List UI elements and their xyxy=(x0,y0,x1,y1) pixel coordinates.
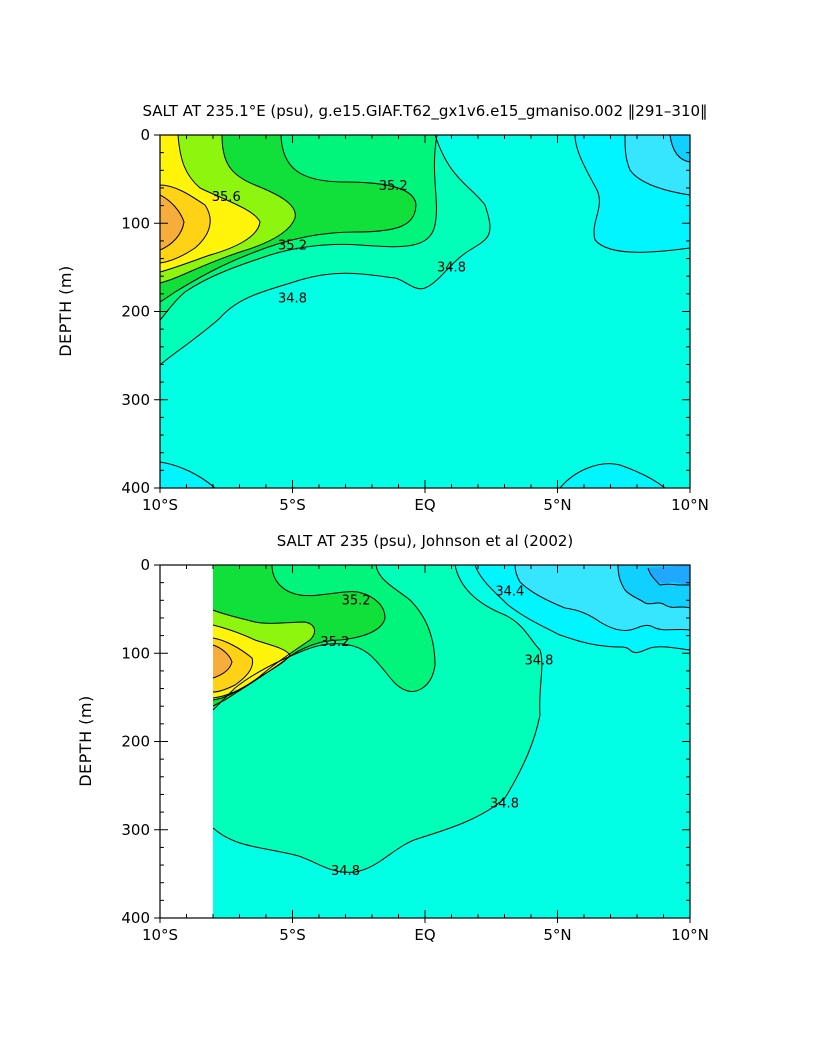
panel2-y-tick-label: 400 xyxy=(121,909,150,927)
panel2-x-tick-label: 5°S xyxy=(279,926,306,944)
panel2-contour-label: 34.8 xyxy=(524,653,553,668)
panel1-x-tick-label: 10°N xyxy=(671,496,709,514)
panel1-contour-line-fresh-core xyxy=(624,135,690,196)
panel1-contour-fill xyxy=(160,135,690,488)
panel1-ticks: 10°S 5°S EQ 5°N 10°N 0 100 200 300 400 xyxy=(121,126,709,514)
panel2-contour-line-low-north xyxy=(474,565,690,654)
panel2-contour-line-35-2 xyxy=(212,565,386,707)
panel1-contour-line-35-2 xyxy=(160,135,417,303)
panel2-contour-line-freshest xyxy=(647,567,690,586)
panel2-x-tick-label: 5°N xyxy=(543,926,571,944)
panel2-contour-labels: 35.2 35.2 34.4 34.8 34.8 34.8 xyxy=(320,584,553,879)
panel2-contour-label: 34.4 xyxy=(495,584,524,599)
panel2-contour-line-35-6 xyxy=(212,624,291,699)
panel1-contour-line-34-8 xyxy=(160,135,491,366)
panel2-x-tick-label: 10°S xyxy=(142,926,178,944)
panel1-fill-freshest xyxy=(670,135,690,162)
panel1-x-tick-label: 5°N xyxy=(543,496,571,514)
panel1-x-tick-label: 5°S xyxy=(279,496,306,514)
panel1-contour-line-deep-north xyxy=(559,463,666,488)
panel1-contour-labels: 35.6 35.2 35.2 34.8 34.8 xyxy=(212,179,466,306)
panel2-contour-line-34-4 xyxy=(514,565,690,631)
panel1-contour-line-deep-south xyxy=(160,461,216,488)
panel1-x-tick-label: EQ xyxy=(414,496,435,514)
panel1-fill-low-deep-north xyxy=(560,463,665,488)
panel2-y-tick-label: 100 xyxy=(121,644,150,662)
panel1-y-tick-label: 400 xyxy=(121,479,150,497)
panel2-contour-label: 35.2 xyxy=(320,635,349,650)
panel2-contour-line-35-4 xyxy=(212,609,316,701)
panel1-x-tick-label: 10°S xyxy=(142,496,178,514)
panel2-ticks: 10°S 5°S EQ 5°N 10°N 0 100 200 300 400 xyxy=(121,556,709,944)
panel1-contour-line-35-0 xyxy=(160,135,438,321)
panel1-y-axis-label: DEPTH (m) xyxy=(56,265,75,357)
panel2-contour-line-35-0 xyxy=(212,565,436,711)
panel2-contour-line-max xyxy=(212,644,233,679)
panel2-contour-line-34-8 xyxy=(212,565,543,873)
panel2-contour-lines xyxy=(212,565,690,873)
panel1-contour-label: 34.8 xyxy=(278,291,307,306)
panel1-fill-max xyxy=(160,195,184,250)
panel1-contour-line-35-6 xyxy=(160,135,261,273)
panel1-y-tick-label: 100 xyxy=(121,214,150,232)
panel1-contour-line-35-8 xyxy=(160,184,211,264)
panel1-contour-line-35-4 xyxy=(160,135,296,284)
panel1-contour-line-max xyxy=(160,194,185,251)
panel1-y-tick-label: 300 xyxy=(121,391,150,409)
panel1-contour-label: 34.8 xyxy=(437,260,466,275)
panel2-y-tick-label: 300 xyxy=(121,821,150,839)
panel2-no-data xyxy=(160,565,213,918)
panel2-x-tick-label: EQ xyxy=(414,926,435,944)
panel2-contour-line-34-2 xyxy=(617,565,690,609)
panel2-fill-freshest xyxy=(648,565,690,585)
panel1-fill-low-deep-south xyxy=(160,462,215,488)
model-salinity-panel: SALT AT 235.1°E (psu), g.e15.GIAF.T62_gx… xyxy=(56,102,709,514)
panel1-title: SALT AT 235.1°E (psu), g.e15.GIAF.T62_gx… xyxy=(142,102,707,121)
panel2-contour-label: 35.2 xyxy=(342,593,371,608)
panel1-contour-lines xyxy=(160,135,690,488)
panel1-contour-label: 35.6 xyxy=(212,190,241,205)
panel2-title: SALT AT 235 (psu), Johnson et al (2002) xyxy=(277,532,574,550)
panel1-y-tick-label: 0 xyxy=(140,126,150,144)
panel2-y-tick-label: 200 xyxy=(121,733,150,751)
panel2-y-tick-label: 0 xyxy=(140,556,150,574)
panel1-contour-line-low-north xyxy=(574,135,690,253)
panel2-contour-label: 34.8 xyxy=(331,864,360,879)
observed-salinity-panel: SALT AT 235 (psu), Johnson et al (2002) xyxy=(76,532,709,944)
panel2-contour-label: 34.8 xyxy=(490,796,519,811)
panel1-contour-label: 35.2 xyxy=(379,179,408,194)
panel1-y-tick-label: 200 xyxy=(121,303,150,321)
panel2-x-tick-label: 10°N xyxy=(671,926,709,944)
panel2-y-axis-label: DEPTH (m) xyxy=(76,695,95,787)
panel2-contour-fill xyxy=(160,565,690,918)
panel2-contour-line-35-8 xyxy=(212,637,254,693)
panel1-contour-label: 35.2 xyxy=(278,238,307,253)
panel1-contour-line-freshest xyxy=(669,135,690,163)
